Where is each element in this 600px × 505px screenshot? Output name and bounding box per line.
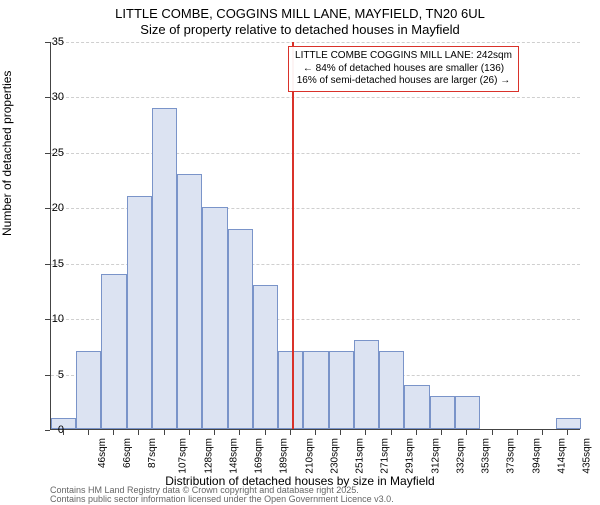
y-tick-mark — [45, 430, 50, 431]
histogram-bar — [253, 285, 278, 429]
x-tick-label: 107sqm — [178, 438, 189, 474]
x-tick-label: 189sqm — [279, 438, 290, 474]
y-tick-mark — [45, 42, 50, 43]
x-tick-label: 435sqm — [582, 438, 593, 474]
y-tick-mark — [45, 319, 50, 320]
gridline — [51, 42, 580, 43]
gridline — [51, 153, 580, 154]
x-tick-label: 87sqm — [147, 438, 158, 468]
y-axis-label: Number of detached properties — [0, 71, 14, 236]
histogram-bar — [556, 418, 581, 429]
histogram-bar — [354, 340, 379, 429]
histogram-bar — [455, 396, 480, 429]
x-tick-mark — [466, 430, 467, 435]
x-tick-label: 414sqm — [556, 438, 567, 474]
histogram-bar — [404, 385, 429, 429]
histogram-bar — [303, 351, 328, 429]
x-tick-label: 312sqm — [430, 438, 441, 474]
annotation-box: LITTLE COMBE COGGINS MILL LANE: 242sqm ←… — [288, 46, 519, 92]
chart-title-line1: LITTLE COMBE, COGGINS MILL LANE, MAYFIEL… — [0, 0, 600, 22]
x-tick-mark — [517, 430, 518, 435]
x-tick-mark — [189, 430, 190, 435]
histogram-bar — [202, 207, 227, 429]
histogram-bar — [76, 351, 101, 429]
chart-container: LITTLE COMBE, COGGINS MILL LANE, MAYFIEL… — [0, 0, 600, 500]
y-tick-mark — [45, 264, 50, 265]
gridline — [51, 97, 580, 98]
y-tick-mark — [45, 375, 50, 376]
x-tick-mark — [441, 430, 442, 435]
x-tick-label: 128sqm — [203, 438, 214, 474]
x-tick-mark — [239, 430, 240, 435]
y-tick-mark — [45, 208, 50, 209]
x-tick-mark — [164, 430, 165, 435]
x-tick-label: 46sqm — [97, 438, 108, 468]
x-tick-mark — [567, 430, 568, 435]
histogram-bar — [430, 396, 455, 429]
x-tick-label: 332sqm — [456, 438, 467, 474]
x-tick-label: 210sqm — [304, 438, 315, 474]
histogram-bar — [127, 196, 152, 429]
x-tick-label: 251sqm — [355, 438, 366, 474]
x-tick-mark — [315, 430, 316, 435]
y-tick-mark — [45, 97, 50, 98]
x-tick-label: 230sqm — [329, 438, 340, 474]
x-tick-label: 66sqm — [122, 438, 133, 468]
x-tick-mark — [138, 430, 139, 435]
x-tick-label: 291sqm — [405, 438, 416, 474]
x-tick-mark — [340, 430, 341, 435]
reference-line — [292, 42, 294, 429]
x-tick-mark — [113, 430, 114, 435]
x-tick-mark — [214, 430, 215, 435]
x-tick-mark — [265, 430, 266, 435]
x-tick-mark — [88, 430, 89, 435]
x-tick-label: 169sqm — [254, 438, 265, 474]
histogram-bar — [278, 351, 303, 429]
plot-area: LITTLE COMBE COGGINS MILL LANE: 242sqm ←… — [50, 42, 580, 430]
histogram-bar — [329, 351, 354, 429]
annotation-line2: ← 84% of detached houses are smaller (13… — [295, 63, 512, 76]
x-tick-label: 373sqm — [506, 438, 517, 474]
histogram-bar — [228, 229, 253, 429]
x-tick-mark — [416, 430, 417, 435]
x-tick-mark — [391, 430, 392, 435]
x-tick-mark — [365, 430, 366, 435]
histogram-bar — [177, 174, 202, 429]
histogram-bar — [152, 108, 177, 429]
x-tick-mark — [63, 430, 64, 435]
x-tick-label: 148sqm — [228, 438, 239, 474]
x-tick-label: 353sqm — [481, 438, 492, 474]
x-tick-label: 271sqm — [380, 438, 391, 474]
x-tick-mark — [290, 430, 291, 435]
annotation-line1: LITTLE COMBE COGGINS MILL LANE: 242sqm — [295, 50, 512, 63]
x-tick-label: 394sqm — [531, 438, 542, 474]
x-tick-mark — [492, 430, 493, 435]
y-tick-mark — [45, 153, 50, 154]
x-tick-mark — [542, 430, 543, 435]
histogram-bar — [379, 351, 404, 429]
chart-title-line2: Size of property relative to detached ho… — [0, 22, 600, 37]
histogram-bar — [101, 274, 126, 429]
annotation-line3: 16% of semi-detached houses are larger (… — [295, 75, 512, 88]
